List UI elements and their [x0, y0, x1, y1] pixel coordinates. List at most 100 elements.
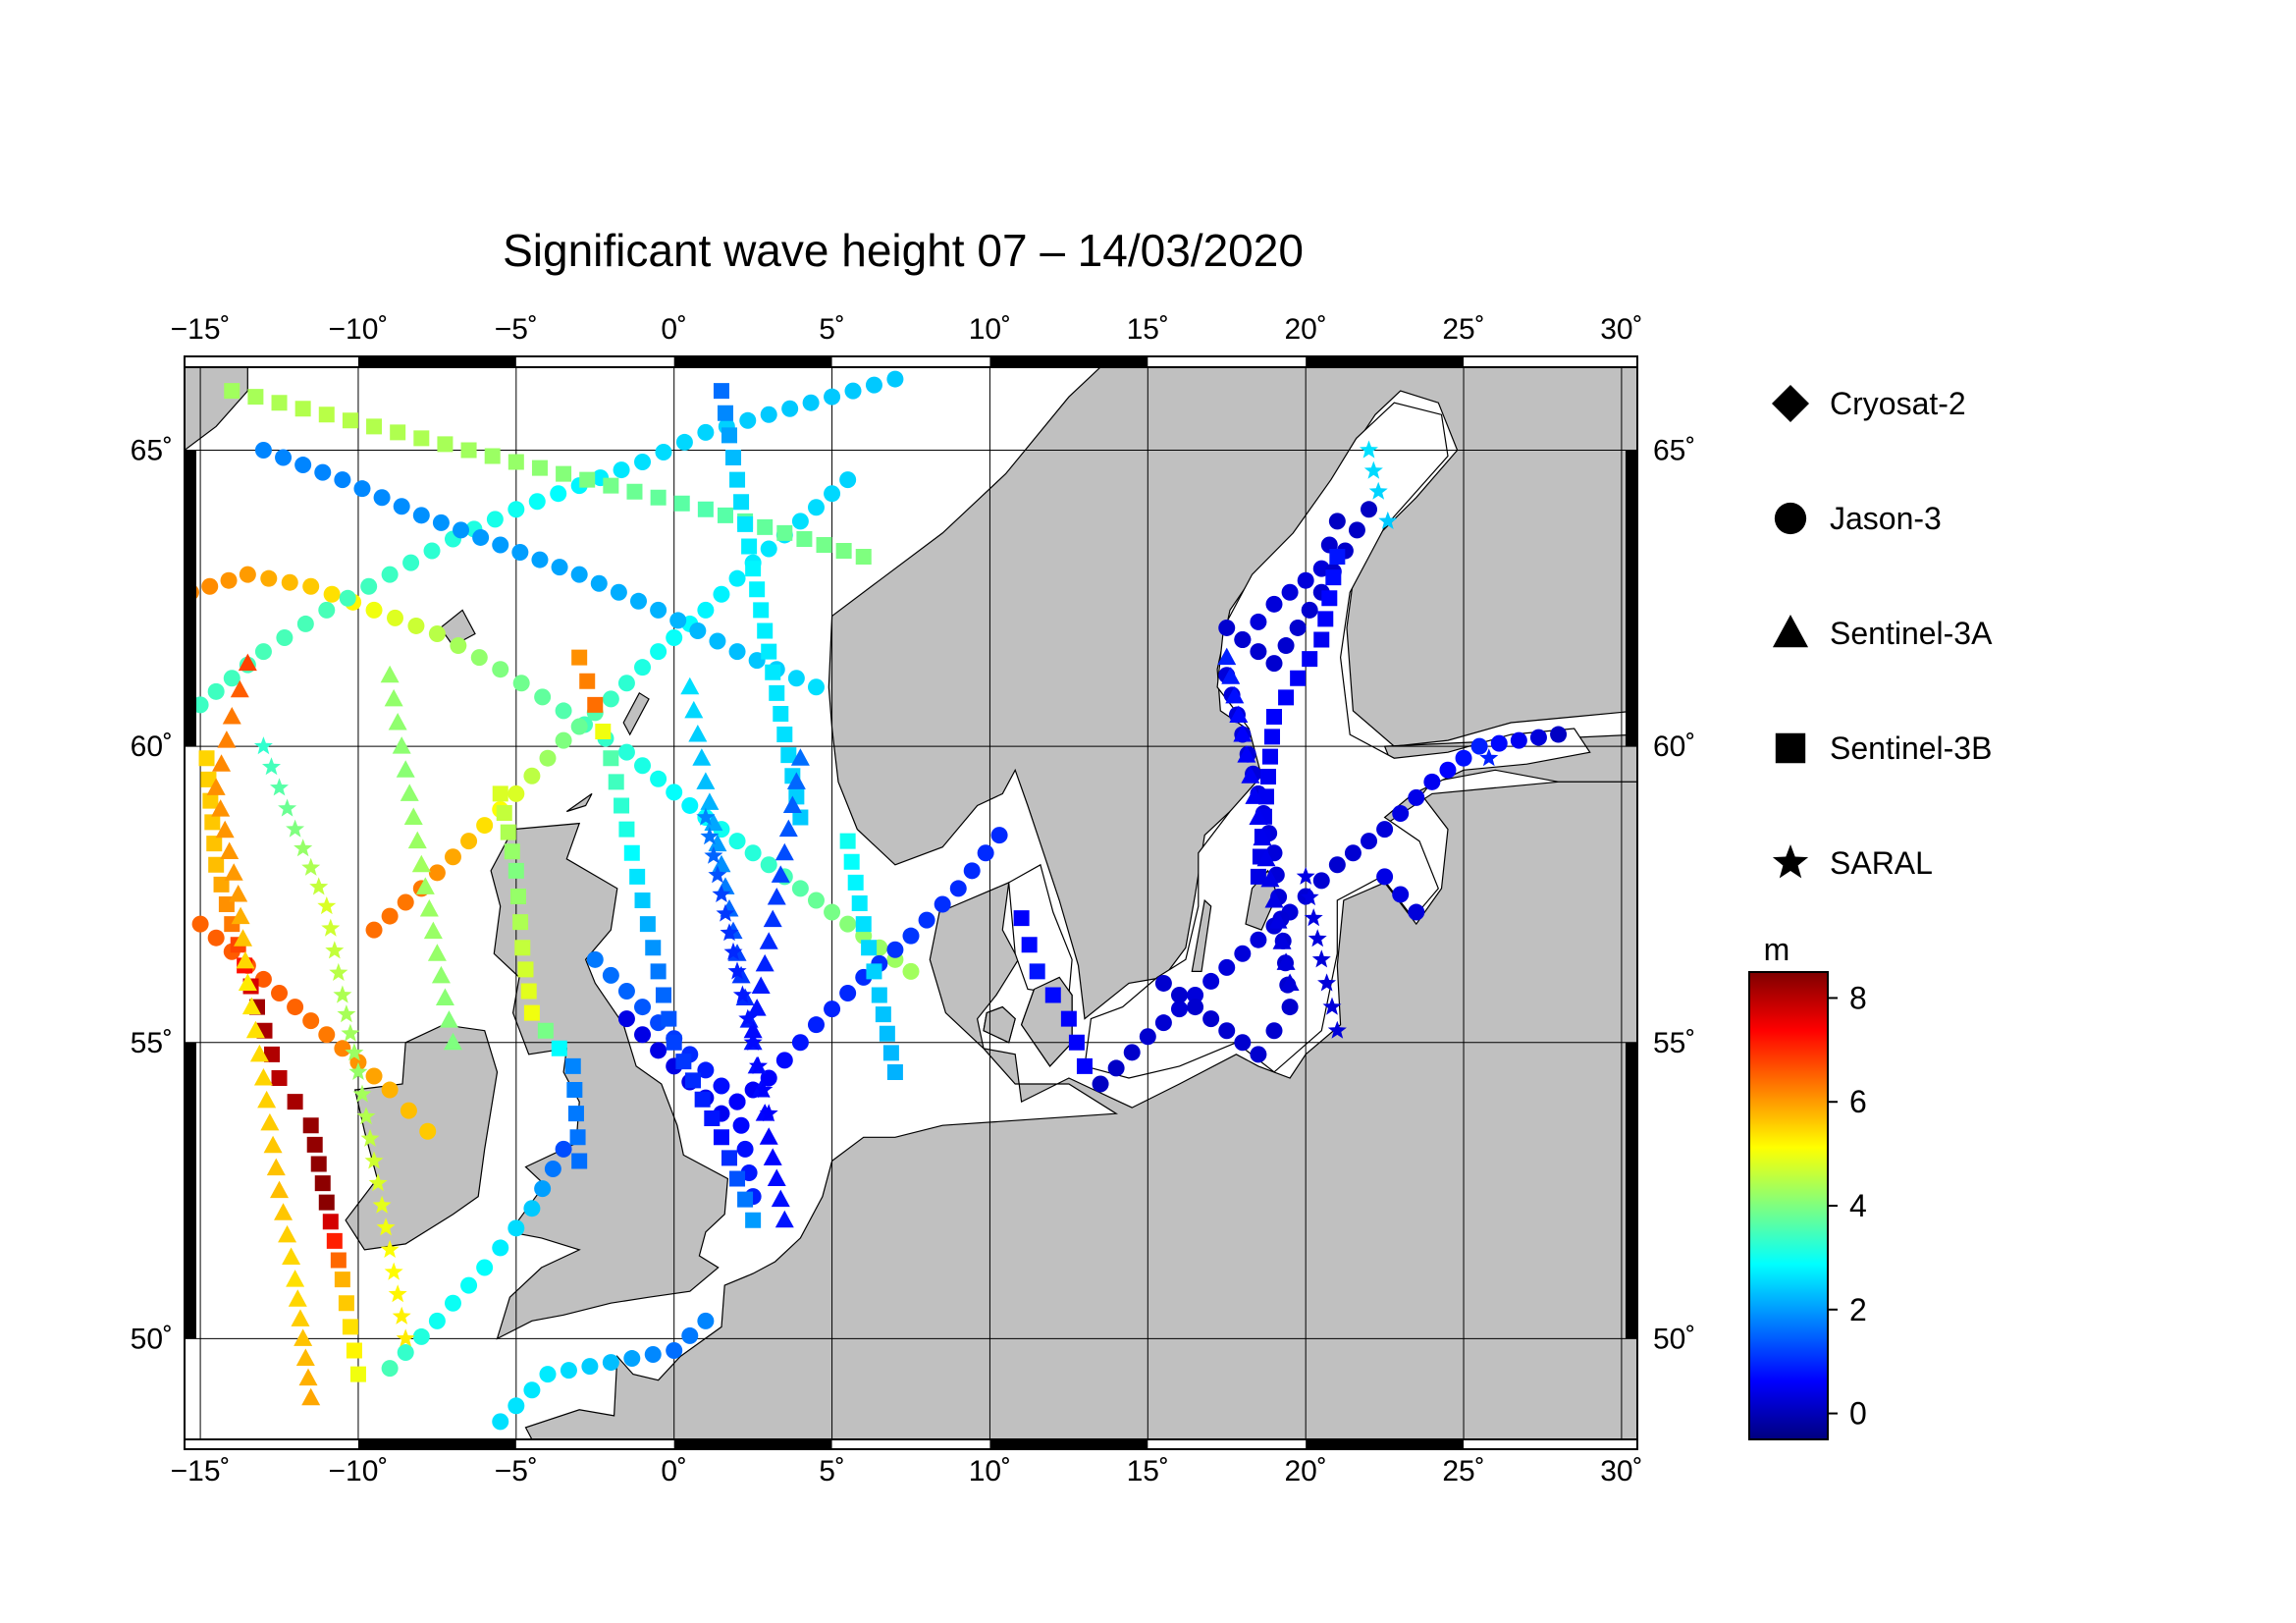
- track-point: [492, 536, 509, 554]
- track-point: [1363, 460, 1383, 479]
- track-point: [1490, 734, 1508, 752]
- track-point: [725, 450, 742, 466]
- legend-label: Sentinel-3B: [1830, 730, 1992, 766]
- track-point: [618, 821, 635, 838]
- track-point: [384, 688, 403, 707]
- frame-bar-top: [1306, 356, 1465, 367]
- track-point: [249, 1044, 269, 1062]
- track-point: [271, 395, 288, 411]
- track-point: [1278, 689, 1295, 706]
- track-point: [198, 750, 215, 767]
- track-point: [1479, 748, 1499, 767]
- track-point: [708, 865, 727, 884]
- track-point: [745, 1212, 762, 1228]
- track-point: [1154, 1014, 1172, 1032]
- track-point: [555, 731, 572, 749]
- track-point: [381, 907, 399, 925]
- track-point: [444, 1294, 461, 1312]
- track-point: [531, 460, 548, 476]
- track-point: [202, 792, 219, 809]
- track-point: [476, 817, 494, 835]
- legend-label: SARAL: [1830, 845, 1933, 881]
- land-ireland: [345, 1024, 499, 1251]
- frame-bar-bottom: [357, 1439, 516, 1450]
- frame-bar-bottom: [1306, 1439, 1465, 1450]
- colorbar-tick-label: 6: [1849, 1084, 1867, 1119]
- track-point: [855, 916, 872, 933]
- track-point: [512, 675, 530, 692]
- track-point: [1470, 737, 1488, 755]
- track-point: [704, 845, 723, 864]
- track-point: [262, 757, 281, 776]
- track-point: [739, 411, 757, 429]
- track-point: [721, 1150, 737, 1166]
- track-point: [500, 824, 516, 840]
- track-point: [260, 1112, 280, 1131]
- track-point: [1154, 974, 1172, 992]
- colorbar-unit-label: m: [1764, 932, 1790, 967]
- track-point: [1253, 828, 1272, 846]
- track-point: [824, 1001, 841, 1018]
- graticule: [185, 367, 1637, 1439]
- legend-circle-icon: [1774, 502, 1807, 535]
- track-point: [763, 909, 782, 928]
- frame-bar-top: [357, 356, 516, 367]
- track-point: [560, 1362, 577, 1380]
- track-point: [1107, 1059, 1125, 1077]
- track-point: [807, 678, 825, 696]
- land-funen-island: [983, 1005, 1016, 1044]
- track-point: [816, 536, 832, 553]
- track-point: [571, 1153, 588, 1169]
- track-point: [1312, 872, 1330, 890]
- track-point: [276, 629, 294, 647]
- track-circle: [1092, 726, 1568, 1093]
- track-point: [1029, 963, 1045, 980]
- track-point: [1218, 1022, 1236, 1040]
- track-point: [427, 944, 447, 961]
- track-point: [428, 1312, 446, 1329]
- track-point: [302, 1117, 319, 1134]
- track-point: [274, 1203, 294, 1220]
- track-point: [787, 670, 805, 687]
- track-point: [397, 1344, 414, 1362]
- track-point: [567, 1106, 584, 1122]
- track-point: [317, 896, 337, 915]
- track-point: [745, 561, 762, 577]
- track-point: [453, 521, 470, 539]
- track-point: [1361, 501, 1378, 518]
- track-point: [403, 807, 423, 826]
- track-point: [851, 895, 868, 911]
- track-point: [270, 1180, 290, 1199]
- track-point: [741, 538, 758, 555]
- track-point: [949, 880, 967, 897]
- track-point: [1368, 481, 1388, 500]
- track-point: [1408, 788, 1425, 806]
- track-point: [341, 1023, 360, 1042]
- track-point: [918, 911, 935, 929]
- track-point: [334, 1271, 350, 1288]
- legend-label: Jason-3: [1830, 501, 1942, 536]
- track-point: [551, 559, 568, 576]
- track-point: [824, 903, 841, 921]
- track-point: [1325, 569, 1342, 586]
- lon-tick-label: 20˚: [1284, 1455, 1326, 1488]
- track-point: [716, 903, 735, 922]
- track-point: [534, 1180, 552, 1198]
- frame-bar-right: [1626, 450, 1637, 747]
- track-point: [396, 1328, 415, 1347]
- track-point: [629, 868, 646, 885]
- track-point: [460, 833, 478, 850]
- track-point: [802, 394, 820, 411]
- track-point: [977, 844, 994, 862]
- track-point: [260, 569, 278, 587]
- track-point: [364, 1151, 384, 1169]
- track-point: [484, 448, 501, 464]
- track-point: [1237, 745, 1256, 763]
- track-point: [323, 585, 341, 603]
- track-point: [844, 382, 862, 400]
- track-point: [1263, 729, 1280, 745]
- track-point: [623, 844, 640, 861]
- track-point: [1311, 949, 1331, 968]
- lat-tick-label: 50˚: [131, 1323, 173, 1355]
- track-point: [1123, 1044, 1141, 1061]
